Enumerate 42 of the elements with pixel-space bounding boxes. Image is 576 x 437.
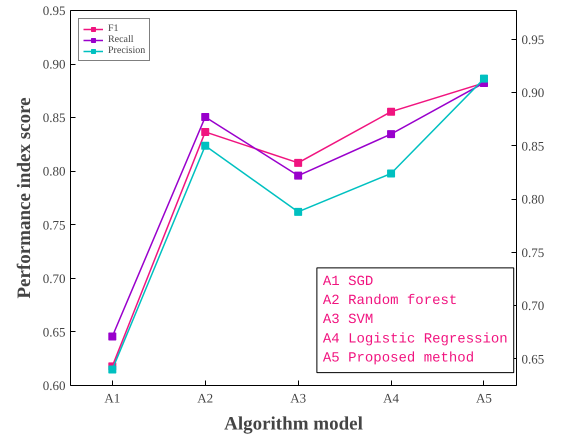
point xyxy=(387,130,396,138)
point xyxy=(294,208,302,216)
annotation: A2 Random forest xyxy=(322,293,458,310)
y-tick-label: 0.95 xyxy=(42,3,66,18)
x-tick-label: A3 xyxy=(290,390,306,406)
y-tick-label: 0.75 xyxy=(42,217,66,232)
annotation: A4 Logistic Regression xyxy=(322,331,508,348)
point xyxy=(294,172,302,180)
point xyxy=(480,74,488,83)
annotation: A1 SGD xyxy=(322,274,374,290)
annotation: A3 SVM xyxy=(322,312,374,328)
y2-tick-label: 0.70 xyxy=(522,298,544,314)
y2-tick-label: 0.65 xyxy=(522,351,544,366)
legend-label: F1 xyxy=(108,23,120,34)
y-tick-label: 0.80 xyxy=(42,164,66,179)
point xyxy=(294,158,302,167)
point xyxy=(108,332,116,340)
point xyxy=(201,142,210,150)
point xyxy=(108,366,116,374)
y-tick-label: 0.60 xyxy=(42,378,66,393)
y2-tick-label: 0.75 xyxy=(522,244,544,260)
y-axis-title: Performance index score xyxy=(14,97,35,299)
x-tick-label: A2 xyxy=(197,390,214,406)
y2-tick-label: 0.90 xyxy=(522,85,544,100)
y-tick-label: 0.90 xyxy=(42,56,66,72)
point xyxy=(201,128,210,136)
point xyxy=(387,108,396,116)
legend-label: Recall xyxy=(108,34,134,45)
y-tick-label: 0.85 xyxy=(42,110,66,126)
y2-tick-label: 0.85 xyxy=(522,138,544,154)
x-tick-label: A4 xyxy=(383,390,400,406)
point xyxy=(201,113,210,122)
y-tick-label: 0.70 xyxy=(42,270,66,286)
legend-label: Precision xyxy=(108,45,146,56)
y2-tick-label: 0.80 xyxy=(522,192,544,207)
y-tick-label: 0.65 xyxy=(42,324,66,340)
x-tick-label: A1 xyxy=(104,390,120,406)
x-axis-title: Algorithm model xyxy=(224,414,363,434)
y2-tick-label: 0.95 xyxy=(522,32,544,47)
point xyxy=(387,169,396,178)
annotation: A5 Proposed method xyxy=(322,350,474,367)
x-tick-label: A5 xyxy=(476,390,492,406)
